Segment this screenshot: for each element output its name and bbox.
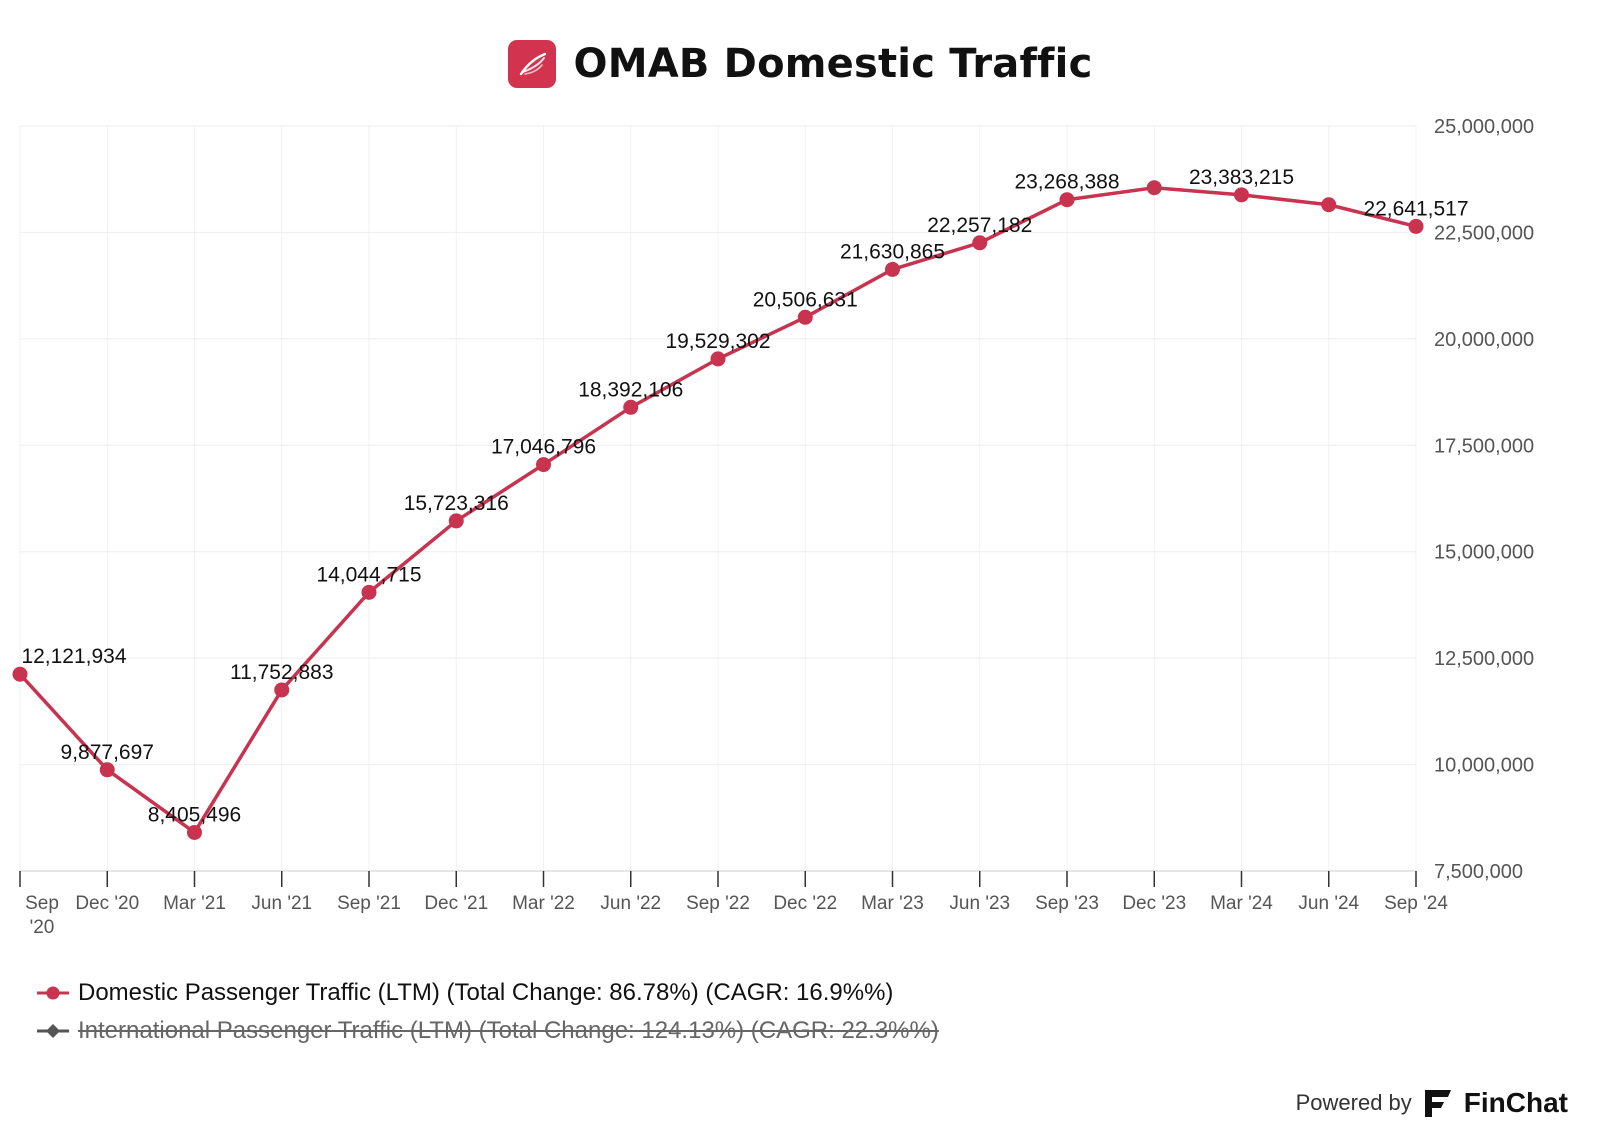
y-axis: 7,500,000 10,000,000 12,500,000 15,000,000 1… xyxy=(1434,116,1534,883)
x-tick-label: Sep '24 xyxy=(1384,893,1448,914)
feather-icon xyxy=(507,40,556,88)
x-tick-label: Mar '21 xyxy=(163,893,226,914)
series-domestic: 12,121,934 9,877,697 8,405,496 11,752,883 14… xyxy=(12,166,1469,840)
x-tick-label: Dec '21 xyxy=(424,893,488,914)
x-tick-label: Mar '22 xyxy=(512,893,575,914)
data-label: 19,529,302 xyxy=(665,330,770,353)
x-tick-label: Dec '23 xyxy=(1122,893,1186,914)
legend: Domestic Passenger Traffic (LTM) (Total … xyxy=(36,974,939,1050)
data-point[interactable] xyxy=(885,261,900,277)
y-tick-label: 15,000,000 xyxy=(1434,542,1534,564)
data-point[interactable] xyxy=(1059,192,1075,208)
data-point[interactable] xyxy=(187,824,202,840)
legend-item-international[interactable]: International Passenger Traffic (LTM) (T… xyxy=(36,1012,939,1050)
x-tick-label: Jun '24 xyxy=(1298,893,1359,914)
legend-item-domestic[interactable]: Domestic Passenger Traffic (LTM) (Total … xyxy=(36,974,939,1012)
data-label: 12,121,934 xyxy=(21,645,126,668)
x-tick-label: Sep '22 xyxy=(686,893,750,914)
line-chart: Sep '20 Dec '20 Mar '21 Jun '21 Sep '21 Dec '2… xyxy=(12,116,1534,938)
x-tick-label: Dec '20 xyxy=(75,893,139,914)
data-label: 17,046,796 xyxy=(491,436,596,459)
x-tick-label: Dec '22 xyxy=(773,893,837,914)
data-label: 23,268,388 xyxy=(1014,171,1119,194)
legend-label-domestic: Domestic Passenger Traffic (LTM) (Total … xyxy=(78,979,894,1006)
data-label: 11,752,883 xyxy=(230,661,334,684)
data-label: 22,257,182 xyxy=(927,214,1032,237)
data-label: 14,044,715 xyxy=(316,563,421,586)
data-point[interactable] xyxy=(448,513,464,529)
powered-by-text: Powered by xyxy=(1295,1090,1412,1115)
data-label: 15,723,316 xyxy=(404,492,509,515)
y-tick-label: 17,500,000 xyxy=(1434,435,1534,457)
x-tick-label: Jun '21 xyxy=(251,893,312,914)
data-point[interactable] xyxy=(797,309,813,325)
x-tick-label: Mar '24 xyxy=(1210,893,1273,914)
y-tick-label: 22,500,000 xyxy=(1434,222,1534,244)
x-tick-label: Jun '22 xyxy=(600,893,661,914)
data-label: 22,641,517 xyxy=(1363,197,1468,220)
data-point[interactable] xyxy=(1321,197,1337,213)
data-label: 9,877,697 xyxy=(61,741,154,764)
data-point[interactable] xyxy=(1408,218,1424,234)
data-point[interactable] xyxy=(361,584,377,600)
y-tick-label: 12,500,000 xyxy=(1434,648,1534,670)
data-label: 18,392,106 xyxy=(578,378,683,401)
vertical-gridlines xyxy=(19,126,1417,871)
legend-label-international: International Passenger Traffic (LTM) (T… xyxy=(78,1017,939,1044)
y-tick-label: 10,000,000 xyxy=(1434,755,1534,777)
y-tick-label: 20,000,000 xyxy=(1434,329,1534,351)
data-point[interactable] xyxy=(972,235,988,251)
x-tick-label: Sep '21 xyxy=(337,893,401,914)
data-label: 8,405,496 xyxy=(148,803,241,826)
data-point[interactable] xyxy=(710,351,726,367)
data-label: 21,630,865 xyxy=(840,240,945,263)
chart-title: OMAB Domestic Traffic xyxy=(573,41,1093,87)
x-axis: Sep '20 Dec '20 Mar '21 Jun '21 Sep '21 Dec '2… xyxy=(19,870,1448,938)
data-label: 20,506,631 xyxy=(753,288,858,311)
data-point[interactable] xyxy=(12,666,28,682)
powered-by-footer[interactable]: Powered by FinChat xyxy=(1296,1086,1568,1120)
data-point[interactable] xyxy=(623,399,639,415)
x-tick-label: Sep '23 xyxy=(1035,893,1099,914)
x-tick-label: Mar '23 xyxy=(861,893,924,914)
x-tick-label: Jun '23 xyxy=(949,893,1010,914)
data-point[interactable] xyxy=(1146,180,1162,196)
data-point[interactable] xyxy=(99,762,115,778)
y-tick-label: 25,000,000 xyxy=(1434,116,1534,138)
diamond-marker-icon xyxy=(37,1024,69,1038)
finchat-brand: FinChat xyxy=(1463,1087,1568,1118)
finchat-logo-icon xyxy=(1424,1090,1451,1117)
chart-header: OMAB Domestic Traffic xyxy=(0,34,1600,94)
data-label: 23,383,215 xyxy=(1189,166,1294,189)
data-point[interactable] xyxy=(536,457,551,473)
data-point[interactable] xyxy=(274,682,290,698)
circle-marker-icon xyxy=(37,986,69,1000)
x-tick-label: Sep xyxy=(25,893,59,914)
data-point[interactable] xyxy=(1234,187,1249,203)
x-tick-label: '20 xyxy=(30,917,55,938)
y-tick-label: 7,500,000 xyxy=(1434,861,1523,883)
